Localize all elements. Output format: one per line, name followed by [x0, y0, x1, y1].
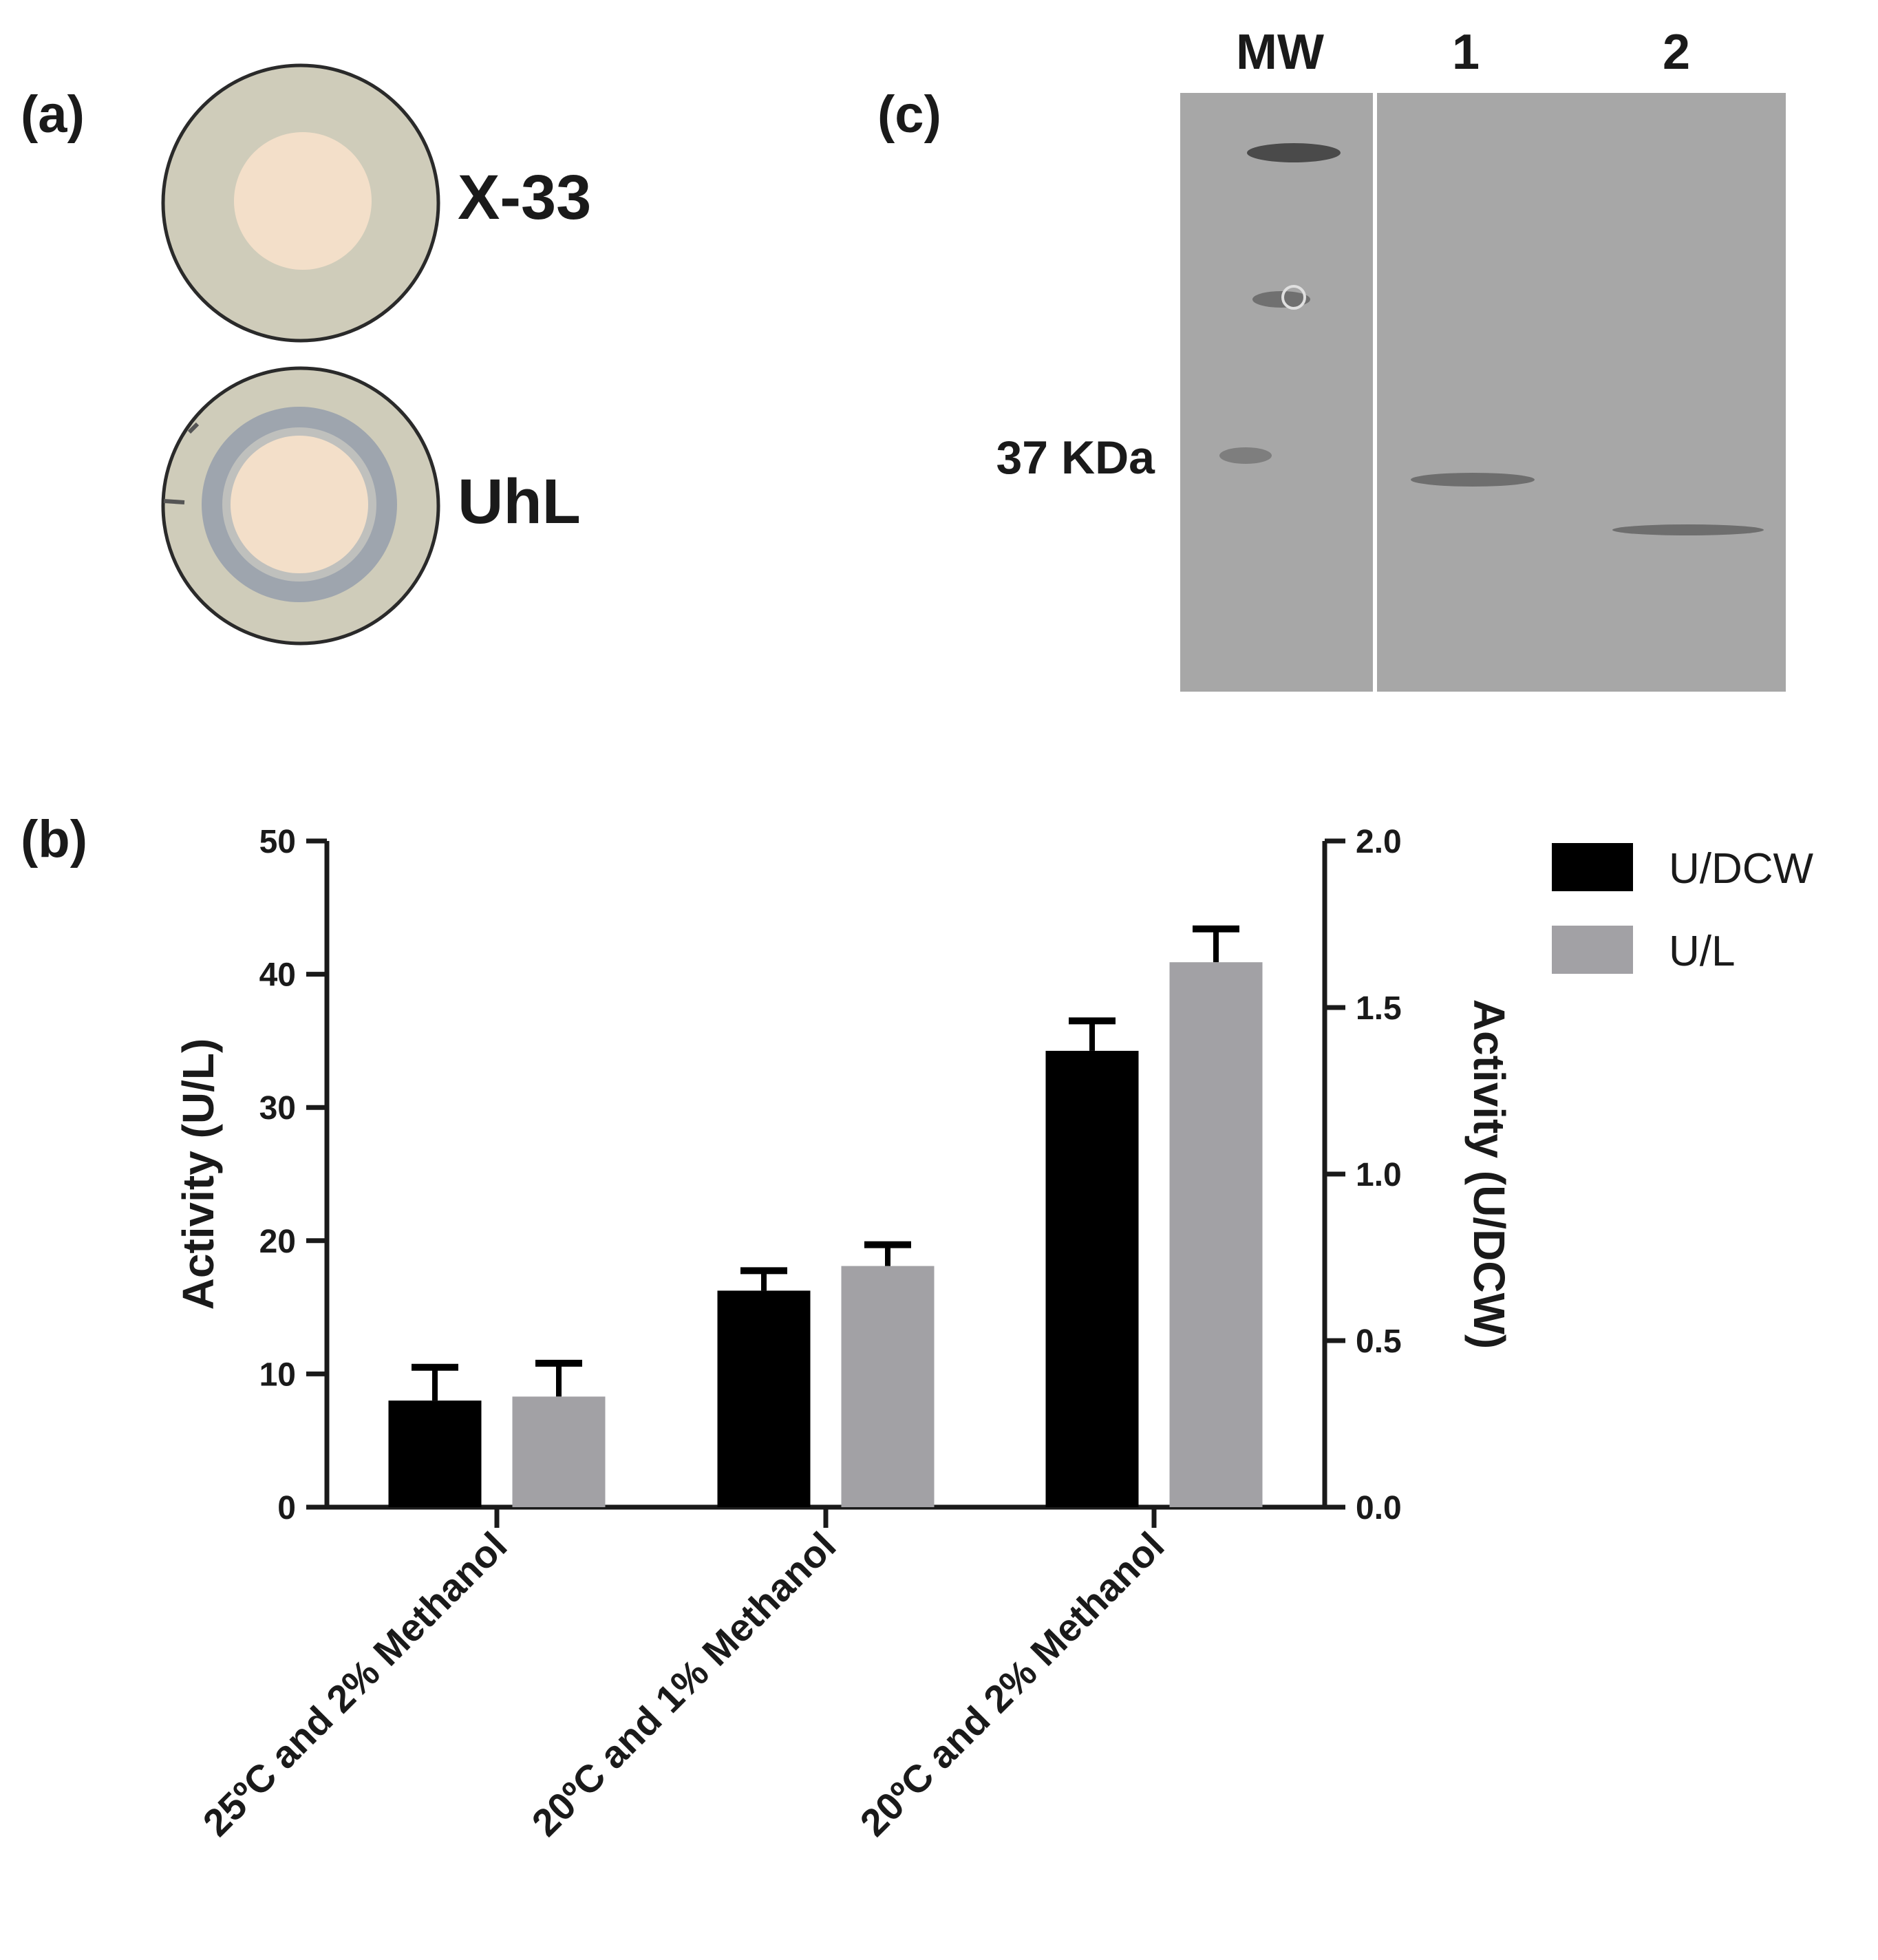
bar	[1045, 1050, 1139, 1507]
lane-label-mw: MW	[1236, 25, 1324, 80]
right-tick-label: 2.0	[1356, 824, 1402, 860]
plate-mark	[163, 499, 185, 504]
right-tick-label: 0.5	[1356, 1323, 1402, 1360]
ladder-band	[1247, 143, 1341, 162]
colony	[231, 436, 368, 573]
bar	[1169, 962, 1263, 1507]
lane-label-1: 1	[1452, 25, 1480, 80]
category-labels: 25ºC and 2% Methanol 20ºC and 1% Methanol…	[194, 1507, 1172, 1844]
plate-mark	[187, 422, 200, 434]
plate-x33: X-33	[161, 63, 591, 343]
y-axis-label-left: Activity (U/L)	[173, 1038, 223, 1310]
left-axis-ticks: 0 10 20 30 40 50	[259, 824, 327, 1526]
legend-label: U/DCW	[1669, 845, 1814, 893]
left-tick-label: 40	[259, 957, 296, 994]
lane-1-band	[1411, 473, 1535, 487]
bar	[841, 1266, 935, 1507]
error-bars	[412, 925, 1239, 1401]
legend-swatch	[1552, 843, 1633, 891]
right-tick-label: 1.0	[1356, 1157, 1402, 1193]
ladder-band	[1252, 291, 1310, 308]
category-label: 25ºC and 2% Methanol	[194, 1524, 515, 1844]
left-tick-label: 30	[259, 1090, 296, 1127]
lane-2-band	[1612, 524, 1764, 535]
y-axis-label-right: Activity (U/DCW)	[1464, 999, 1514, 1349]
plate-label-uhl: UhL	[458, 467, 581, 537]
chart-legend: U/DCW U/L	[1552, 843, 1814, 975]
right-axis-ticks: 0.0 0.5 1.0 1.5 2.0	[1325, 824, 1402, 1526]
plate-uhl: UhL	[161, 366, 581, 646]
gel-image	[1180, 93, 1786, 692]
bar	[512, 1396, 606, 1507]
left-tick-label: 10	[259, 1356, 296, 1393]
bar-chart: 0 10 20 30 40 50 0.0 0.5 1.0 1.5 2.0 25ºC and 2% …	[173, 824, 1814, 1844]
category-label: 20ºC and 1% Methanol	[523, 1524, 844, 1844]
left-tick-label: 0	[277, 1490, 296, 1526]
gel-bubble	[1281, 285, 1306, 310]
panel-c-label: (c)	[877, 85, 941, 144]
gel-splice-line	[1373, 93, 1377, 692]
panel-b-label: (b)	[21, 810, 87, 869]
right-tick-label: 0.0	[1356, 1490, 1402, 1526]
right-tick-label: 1.5	[1356, 990, 1402, 1027]
bar-marks	[388, 962, 1263, 1507]
bar	[717, 1290, 811, 1507]
left-tick-label: 20	[259, 1224, 296, 1260]
panel-a-label: (a)	[21, 85, 85, 144]
marker-label-37kda: 37 KDa	[996, 432, 1155, 484]
gel-background	[1180, 93, 1786, 692]
plate-label-x33: X-33	[458, 162, 591, 233]
colony	[234, 132, 372, 270]
ladder-band-37kda	[1219, 447, 1272, 464]
bar	[388, 1400, 482, 1507]
legend-swatch	[1552, 926, 1633, 974]
left-tick-label: 50	[259, 824, 296, 860]
lane-label-2: 2	[1663, 25, 1690, 80]
category-label: 20ºC and 2% Methanol	[851, 1524, 1172, 1844]
legend-label: U/L	[1669, 928, 1735, 975]
